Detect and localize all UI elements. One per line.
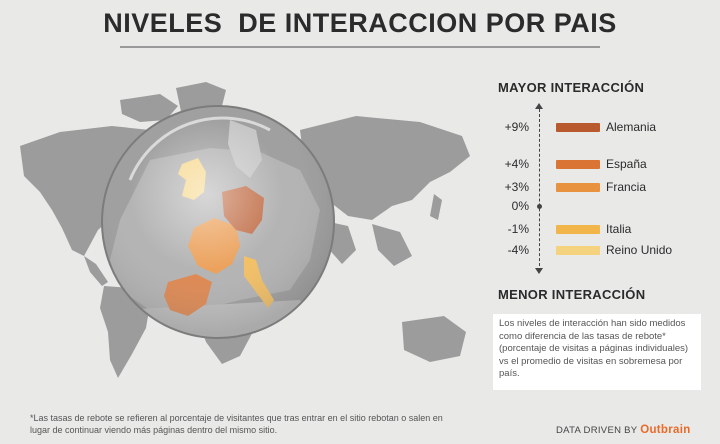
country-label: Italia — [606, 222, 632, 236]
zero-label: 0% — [511, 199, 529, 213]
arrow-up-icon — [535, 103, 543, 109]
credit-line: DATA DRIVEN BY Outbrain — [556, 424, 691, 436]
value-label: -1% — [507, 222, 529, 236]
world-map — [20, 82, 470, 378]
legend-swatch — [556, 160, 600, 169]
arrow-down-icon — [535, 268, 543, 274]
brand-logo: Outbrain — [640, 424, 691, 436]
credit-prefix: DATA DRIVEN BY — [556, 425, 638, 436]
value-label: +9% — [504, 120, 529, 134]
legend-swatch — [556, 225, 600, 234]
zero-marker — [537, 204, 542, 209]
country-label: Alemania — [606, 120, 657, 134]
title-divider — [120, 46, 600, 48]
legend-swatch — [556, 183, 600, 192]
footnote: *Las tasas de rebote se refieren al porc… — [30, 413, 443, 435]
legend-axis — [539, 109, 541, 271]
value-label: -4% — [507, 243, 529, 257]
legend-bottom-label: MENOR INTERACCIÓN — [498, 287, 646, 302]
value-label: +3% — [504, 180, 529, 194]
lens-glass — [101, 105, 335, 339]
legend-top-label: MAYOR INTERACCIÓN — [498, 80, 645, 95]
lens-highlight — [128, 116, 271, 181]
country-label: España — [606, 157, 647, 171]
value-label: +4% — [504, 157, 529, 171]
chart-title: NIVELES DE INTERACCION POR PAIS — [103, 8, 617, 38]
legend-swatch — [556, 123, 600, 132]
country-label: Reino Unido — [606, 243, 673, 257]
methodology-note: Los niveles de interacción han sido medi… — [493, 314, 701, 390]
country-label: Francia — [606, 180, 647, 194]
legend-swatch — [556, 246, 600, 255]
